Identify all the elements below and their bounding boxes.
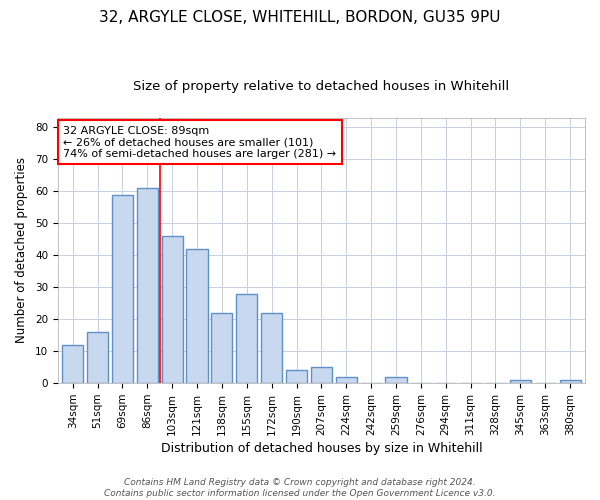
Text: 32 ARGYLE CLOSE: 89sqm
← 26% of detached houses are smaller (101)
74% of semi-de: 32 ARGYLE CLOSE: 89sqm ← 26% of detached… (63, 126, 336, 159)
Bar (311, 367, 332, 383)
Bar (560, 380, 581, 383)
Bar (236, 294, 257, 383)
Bar (335, 377, 357, 383)
Bar (286, 370, 307, 383)
Bar (87, 332, 108, 383)
Bar (261, 313, 282, 383)
X-axis label: Distribution of detached houses by size in Whitehill: Distribution of detached houses by size … (161, 442, 482, 455)
Bar (112, 194, 133, 383)
Bar (187, 249, 208, 383)
Bar (137, 188, 158, 383)
Bar (161, 236, 183, 383)
Bar (385, 377, 407, 383)
Y-axis label: Number of detached properties: Number of detached properties (15, 158, 28, 344)
Title: Size of property relative to detached houses in Whitehill: Size of property relative to detached ho… (133, 80, 509, 93)
Bar (510, 380, 531, 383)
Bar (211, 313, 232, 383)
Text: 32, ARGYLE CLOSE, WHITEHILL, BORDON, GU35 9PU: 32, ARGYLE CLOSE, WHITEHILL, BORDON, GU3… (99, 10, 501, 25)
Bar (62, 345, 83, 383)
Text: Contains HM Land Registry data © Crown copyright and database right 2024.
Contai: Contains HM Land Registry data © Crown c… (104, 478, 496, 498)
